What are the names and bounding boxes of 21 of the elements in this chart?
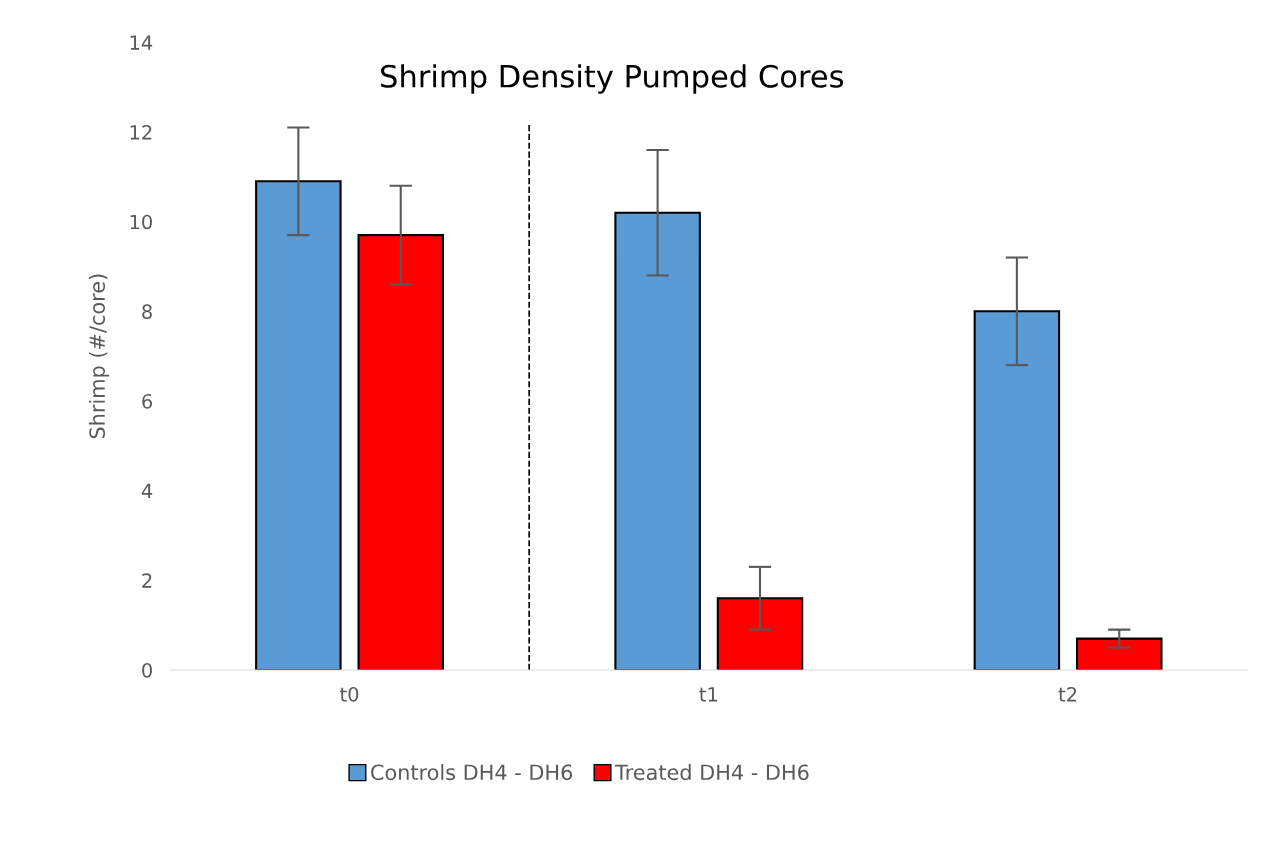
y-tick-label: 0: [142, 662, 152, 678]
x-tick-label: t1: [699, 687, 718, 702]
y-tick-label: 10: [130, 214, 152, 230]
bar: [1076, 637, 1163, 670]
y-tick-label: 6: [142, 393, 153, 409]
y-tick-label: 4: [141, 483, 153, 499]
legend-label: Controls DH4 - DH6: [371, 764, 573, 781]
bar: [357, 234, 444, 670]
legend-label: Treated DH4 - DH6: [614, 764, 809, 781]
bar: [973, 310, 1061, 670]
y-axis-title: Shrimp (#/core): [88, 274, 110, 439]
y-tick-label: 8: [142, 304, 152, 319]
y-tick-label: 14: [130, 35, 153, 50]
y-tick-label: 2: [142, 573, 152, 588]
x-tick-label: t2: [1058, 686, 1077, 702]
x-tick-label: t0: [340, 686, 359, 702]
y-tick-label: 12: [130, 124, 152, 140]
bar: [716, 597, 804, 670]
bar: [614, 211, 701, 670]
bar: [255, 180, 342, 670]
text: Shrimp Density Pumped Cores: [381, 64, 844, 94]
